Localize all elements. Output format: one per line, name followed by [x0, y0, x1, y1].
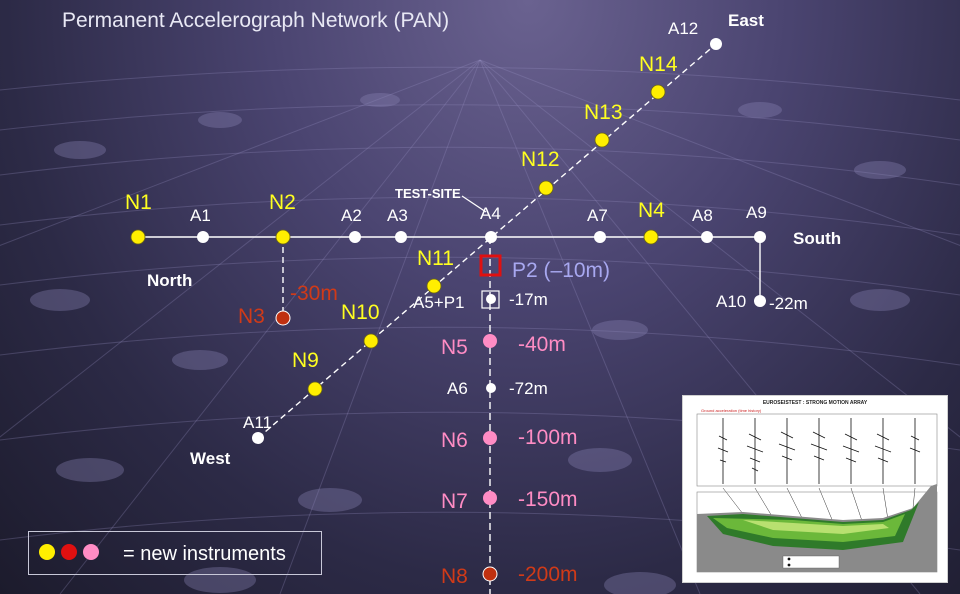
label-a8: A8 — [692, 206, 713, 225]
label-n5: N5 — [441, 336, 468, 359]
station-a7[interactable] — [594, 231, 606, 243]
station-n4[interactable] — [643, 229, 659, 245]
label-n11: N11 — [417, 247, 454, 270]
label-n6: N6 — [441, 429, 468, 452]
station-a8[interactable] — [701, 231, 713, 243]
station-n9[interactable] — [307, 381, 323, 397]
label-a10: A10 — [716, 292, 747, 311]
station-n6[interactable] — [483, 431, 497, 445]
page-title: Permanent Accelerograph Network (PAN) — [62, 9, 450, 32]
label-a9: A9 — [746, 203, 767, 222]
station-n10[interactable] — [363, 333, 379, 349]
station-n5[interactable] — [483, 334, 497, 348]
station-a1[interactable] — [197, 231, 209, 243]
label-p2: P2 (–10m) — [512, 259, 611, 282]
label-a2: A2 — [341, 206, 362, 225]
depth-n7: -150m — [518, 488, 578, 511]
station-n8[interactable] — [482, 566, 498, 582]
a5p1-marker[interactable] — [481, 290, 500, 309]
inset-subtitle: Ground acceleration (time history) — [701, 408, 762, 413]
new-stations-red — [275, 310, 498, 582]
station-n13[interactable] — [594, 132, 610, 148]
legend-pink-dot — [83, 544, 99, 560]
depth-a5p1: -17m — [509, 290, 548, 309]
label-a1: A1 — [190, 206, 211, 225]
legend-red-dot — [61, 544, 77, 560]
inset-connectors — [722, 487, 916, 525]
new-stations-yellow — [130, 84, 666, 397]
label-n12: N12 — [521, 148, 560, 171]
label-n7: N7 — [441, 490, 468, 513]
label-n3: N3 — [238, 305, 265, 328]
depth-a6: -72m — [509, 379, 548, 398]
station-n14[interactable] — [650, 84, 666, 100]
label-a3: A3 — [387, 206, 408, 225]
direction-east: East — [728, 11, 764, 30]
station-a4[interactable] — [485, 231, 497, 243]
inset-graphic — [696, 413, 938, 573]
depth-n5: -40m — [518, 333, 566, 356]
station-n2[interactable] — [275, 229, 291, 245]
background-disks — [30, 93, 910, 594]
label-n1: N1 — [125, 191, 152, 214]
station-a10[interactable] — [754, 295, 766, 307]
station-n11[interactable] — [426, 278, 442, 294]
depth-n8: -200m — [518, 563, 578, 586]
depth-a10: -22m — [769, 294, 808, 313]
label-a4: A4 — [480, 204, 501, 223]
label-n8: N8 — [441, 565, 468, 588]
station-a9[interactable] — [754, 231, 766, 243]
direction-north: North — [147, 271, 193, 290]
station-a3[interactable] — [395, 231, 407, 243]
station-a5p1[interactable] — [486, 294, 496, 304]
label-n10: N10 — [341, 301, 380, 324]
test-site-label: TEST-SITE — [395, 186, 461, 201]
label-n2: N2 — [269, 191, 296, 214]
label-a7: A7 — [587, 206, 608, 225]
station-n7[interactable] — [483, 491, 497, 505]
station-n1[interactable] — [130, 229, 146, 245]
legend-yellow-dot — [39, 544, 55, 560]
inset-figure: EUROSEISTEST : STRONG MOTION ARRAY Groun… — [682, 395, 948, 583]
p2-marker[interactable] — [479, 254, 502, 277]
station-a6[interactable] — [486, 383, 496, 393]
station-n12[interactable] — [538, 180, 554, 196]
waveform-traces — [717, 418, 921, 484]
inset-title: EUROSEISTEST : STRONG MOTION ARRAY — [762, 400, 868, 406]
direction-west: West — [190, 449, 231, 468]
station-a12[interactable] — [710, 38, 722, 50]
label-a5p1: A5+P1 — [413, 293, 465, 312]
label-n4: N4 — [638, 199, 665, 222]
station-n3[interactable] — [275, 310, 291, 326]
legend-text: = new instruments — [123, 543, 286, 565]
label-n13: N13 — [584, 101, 623, 124]
station-a11[interactable] — [252, 432, 264, 444]
depth-n6: -100m — [518, 426, 578, 449]
direction-south: South — [793, 229, 842, 248]
label-a11: A11 — [243, 413, 272, 432]
legend: = new instruments — [28, 531, 322, 575]
new-stations-pink — [483, 334, 497, 505]
label-a6: A6 — [447, 379, 468, 398]
label-a12: A12 — [668, 19, 699, 38]
label-n9: N9 — [292, 349, 319, 372]
label-n14: N14 — [639, 53, 678, 76]
test-site-pointer — [461, 195, 487, 213]
station-a2[interactable] — [349, 231, 361, 243]
existing-stations — [197, 38, 766, 444]
depth-n3: -30m — [290, 282, 338, 305]
